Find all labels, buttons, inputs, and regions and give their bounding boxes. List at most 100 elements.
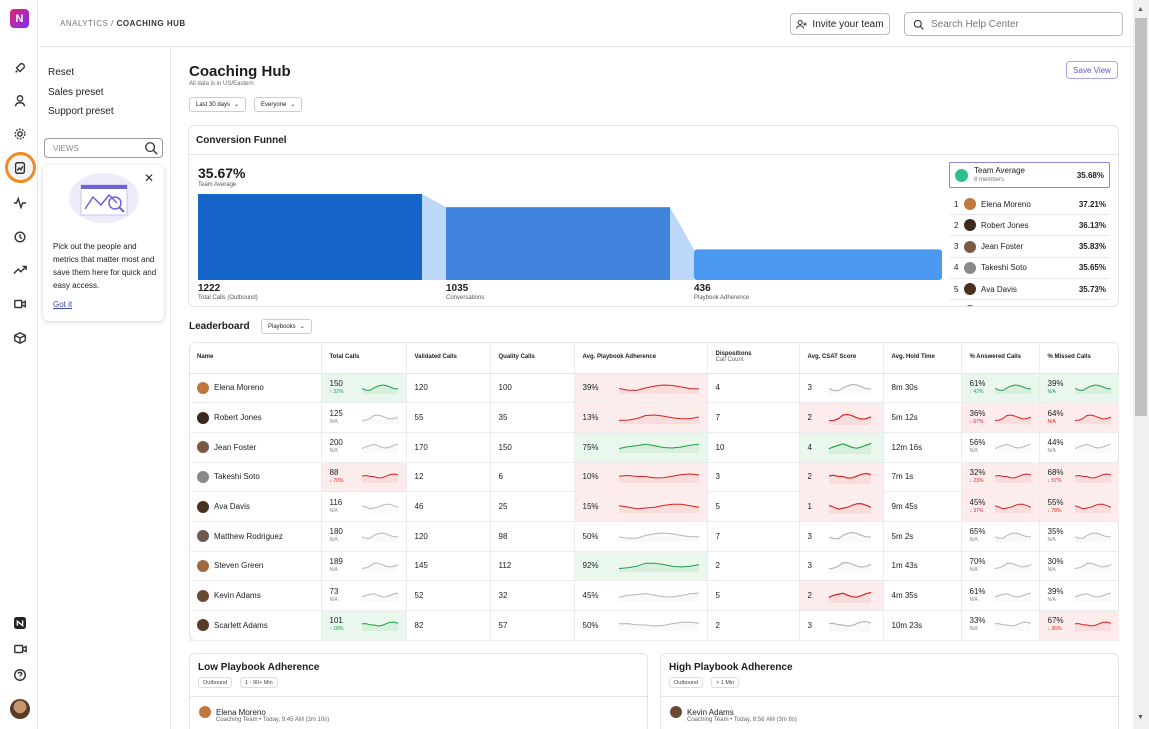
funnel-bar-1[interactable] [198, 194, 422, 280]
table-row[interactable]: Takeshi Soto 88 ↓ 70% 12 6 10% 3 2 7m 1s … [189, 462, 1119, 493]
ranking-row[interactable]: 6 Matthew Rodriguez 36.02% [950, 301, 1110, 306]
metric-cell[interactable]: 150 ↑ 32% [321, 373, 407, 404]
table-row[interactable]: Ava Davis 116 N/A 46 25 15% 5 1 9m 45s 45… [189, 491, 1119, 522]
metric-cell[interactable]: 13% [574, 402, 708, 433]
metric-cell[interactable]: 3 [799, 521, 884, 552]
funnel-bar-2[interactable] [446, 207, 670, 280]
name-cell[interactable]: Elena Moreno [189, 373, 322, 404]
ranking-row[interactable]: 5 Ava Davis 35.73% [950, 279, 1110, 301]
rocket-icon[interactable] [11, 59, 29, 77]
metric-cell[interactable]: 50% [574, 610, 708, 641]
scrollbar-thumb[interactable] [1135, 18, 1147, 416]
metric-cell[interactable]: 61% N/A [961, 580, 1040, 611]
help-icon[interactable] [11, 666, 29, 684]
table-row[interactable]: Jean Foster 200 N/A 170 150 75% 10 4 12m … [189, 432, 1119, 463]
column-header[interactable]: Avg. Playbook Adherence [574, 342, 708, 374]
page-scrollbar[interactable]: ▲ ▼ [1133, 0, 1149, 729]
metric-cell[interactable]: 3 [799, 373, 884, 404]
metric-cell[interactable]: 73 N/A [321, 580, 407, 611]
views-search-input[interactable]: VIEWS [44, 138, 163, 158]
metric-cell[interactable]: 50% [574, 521, 708, 552]
name-cell[interactable]: Ava Davis [189, 491, 322, 522]
got-it-link[interactable]: Got it [53, 300, 73, 309]
funnel-bar-3[interactable] [694, 249, 942, 280]
column-header[interactable]: % Missed Calls [1039, 342, 1119, 374]
metric-cell[interactable]: 180 N/A [321, 521, 407, 552]
column-header[interactable]: Total Calls [321, 342, 407, 374]
metric-cell[interactable]: 33% N/A [961, 610, 1040, 641]
ranking-row[interactable]: 2 Robert Jones 36.13% [950, 215, 1110, 237]
metric-cell[interactable]: 88 ↓ 70% [321, 462, 407, 493]
column-header[interactable]: Avg. Hold Time [883, 342, 962, 374]
metric-cell[interactable]: 75% [574, 432, 708, 463]
close-icon[interactable]: ✕ [143, 171, 154, 185]
app-logo-icon[interactable]: N [10, 9, 29, 28]
metric-cell[interactable]: 2 [799, 580, 884, 611]
table-row[interactable]: Scarlett Adams 101 ↑ 18% 82 57 50% 2 3 10… [189, 610, 1119, 641]
name-cell[interactable]: Steven Green [189, 551, 322, 582]
metric-cell[interactable]: 92% [574, 551, 708, 582]
metric-cell[interactable]: 39% N/A [1039, 580, 1119, 611]
name-cell[interactable]: Takeshi Soto [189, 462, 322, 493]
metric-cell[interactable]: 15% [574, 491, 708, 522]
metric-cell[interactable]: 39% N/A [1039, 373, 1119, 404]
column-header[interactable]: Avg. CSAT Score [799, 342, 884, 374]
user-icon[interactable] [11, 92, 29, 110]
high-adherence-person[interactable]: Kevin Adams [670, 706, 734, 718]
ranking-row[interactable]: 4 Takeshi Soto 35.65% [950, 258, 1110, 279]
metric-cell[interactable]: 189 N/A [321, 551, 407, 582]
name-cell[interactable]: Matthew Rodriguez [189, 521, 322, 552]
activity-pulse-icon[interactable] [11, 194, 29, 212]
video-camera-icon[interactable] [11, 640, 29, 658]
table-row[interactable]: Robert Jones 125 N/A 55 35 13% 7 2 5m 12s… [189, 402, 1119, 433]
metric-cell[interactable]: 2 [799, 462, 884, 493]
metric-cell[interactable]: 36% ↓ 67% [961, 402, 1040, 433]
metric-cell[interactable]: 67% ↓ 36% [1039, 610, 1119, 641]
metric-cell[interactable]: 65% N/A [961, 521, 1040, 552]
metric-cell[interactable]: 125 N/A [321, 402, 407, 433]
low-adherence-person[interactable]: Elena Moreno [199, 706, 266, 718]
table-row[interactable]: Matthew Rodriguez 180 N/A 120 98 50% 7 3 … [189, 521, 1119, 552]
metric-cell[interactable]: 2 [799, 402, 884, 433]
help-search-input[interactable]: Search Help Center [904, 12, 1123, 36]
metric-cell[interactable]: 55% ↓ 78% [1039, 491, 1119, 522]
invite-team-button[interactable]: Invite your team [790, 13, 890, 35]
preset-support[interactable]: Support preset [48, 106, 114, 117]
column-header[interactable]: % Answered Calls [961, 342, 1040, 374]
metric-cell[interactable]: 35% N/A [1039, 521, 1119, 552]
metric-cell[interactable]: 1 [799, 491, 884, 522]
history-icon[interactable] [11, 228, 29, 246]
metric-cell[interactable]: 39% [574, 373, 708, 404]
metric-cell[interactable]: 200 N/A [321, 432, 407, 463]
save-view-button[interactable]: Save View [1066, 61, 1118, 79]
name-cell[interactable]: Jean Foster [189, 432, 322, 463]
scroll-up-icon[interactable]: ▲ [1137, 6, 1144, 13]
table-row[interactable]: Kevin Adams 73 N/A 52 32 45% 5 2 4m 35s 6… [189, 580, 1119, 611]
user-avatar[interactable] [10, 699, 30, 719]
name-cell[interactable]: Scarlett Adams [189, 610, 322, 641]
metric-cell[interactable]: 32% ↓ 23% [961, 462, 1040, 493]
column-header[interactable]: Quality Calls [490, 342, 575, 374]
metric-cell[interactable]: 10% [574, 462, 708, 493]
metric-cell[interactable]: 68% ↓ 57% [1039, 462, 1119, 493]
metric-cell[interactable]: 3 [799, 551, 884, 582]
name-cell[interactable]: Robert Jones [189, 402, 322, 433]
settings-gear-icon[interactable] [11, 125, 29, 143]
video-agent-icon[interactable] [11, 295, 29, 313]
metric-cell[interactable]: 70% N/A [961, 551, 1040, 582]
metric-cell[interactable]: 56% N/A [961, 432, 1040, 463]
metric-cell[interactable]: 64% N/A [1039, 402, 1119, 433]
column-header[interactable]: Name [189, 342, 322, 374]
metric-cell[interactable]: 61% ↑ 42% [961, 373, 1040, 404]
metric-cell[interactable]: 44% N/A [1039, 432, 1119, 463]
column-header[interactable]: Validated Calls [406, 342, 491, 374]
preset-reset[interactable]: Reset [48, 67, 75, 78]
cube-icon[interactable] [11, 329, 29, 347]
people-filter[interactable]: Everyone ⌄ [254, 97, 303, 112]
clipboard-chart-icon[interactable] [11, 159, 29, 177]
brand-mark-icon[interactable] [11, 614, 29, 632]
team-average-row[interactable]: Team Average 8 members 35.68% [949, 162, 1110, 188]
metric-cell[interactable]: 101 ↑ 18% [321, 610, 407, 641]
breadcrumb-section[interactable]: ANALYTICS [60, 19, 109, 28]
table-row[interactable]: Steven Green 189 N/A 145 112 92% 2 3 1m 4… [189, 551, 1119, 582]
